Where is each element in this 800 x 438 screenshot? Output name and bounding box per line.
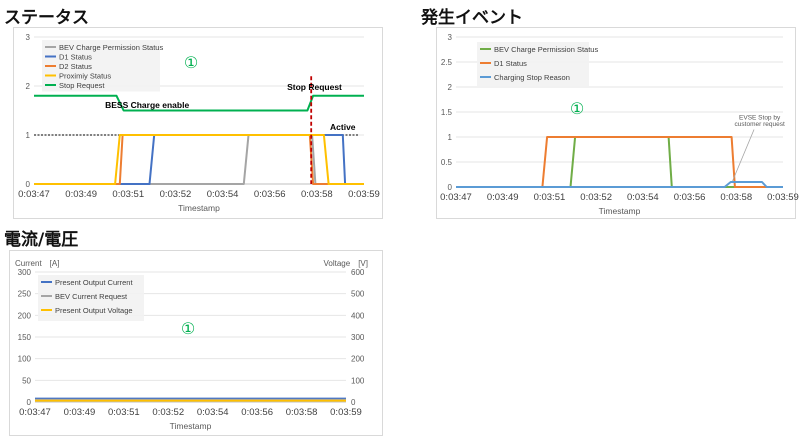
section-title-status: ステータス	[4, 8, 89, 28]
legend-entry: D1 Status	[494, 59, 527, 68]
events-chart: 0 0.5 1 1.5 2 2.5 3 0:03:47 0:03:49 0:03:51 0:03:5…	[440, 33, 799, 216]
x-tick-label: 0:03:49	[65, 189, 97, 200]
legend-box	[38, 275, 144, 321]
legend-entry: Present Output Current	[55, 278, 133, 287]
y-tick-label: 0	[27, 398, 32, 407]
x-tick-label: 0:03:59	[348, 189, 380, 200]
annotation-label: BESS Charge enable	[105, 100, 189, 110]
x-axis-title: Timestamp	[170, 421, 212, 431]
section-title-events: 発生イベント	[421, 8, 523, 28]
y-tick-label: 200	[18, 311, 32, 320]
y-tick-label: 250	[18, 290, 32, 299]
legend-entry: Proximiy Status	[59, 72, 111, 81]
y2-tick-label: 200	[351, 355, 365, 364]
annotation-label: EVSE Stop by	[739, 115, 781, 122]
x-tick-label: 0:03:51	[112, 189, 144, 200]
y2-axis-title: Voltage [V]	[324, 259, 368, 268]
y-tick-label: 3	[448, 33, 453, 42]
x-tick-label: 0:03:47	[18, 189, 50, 200]
x-tick-label: 0:03:56	[674, 192, 706, 203]
x-tick-label: 0:03:47	[440, 192, 472, 203]
status-chart-panel: 0 1 2 3 0:03:47 0:03:49 0:03:51 0:03:52 0:03:54 0…	[13, 27, 383, 219]
x-axis-title: Timestamp	[599, 206, 641, 216]
y-tick-label: 2	[448, 83, 453, 92]
y-tick-label: 100	[18, 355, 32, 364]
annotation-label: Stop Request	[287, 82, 342, 92]
legend-entry: D1 Status	[59, 53, 92, 62]
x-tick-label: 0:03:52	[152, 407, 184, 418]
x-tick-label: 0:03:59	[767, 192, 799, 203]
y2-tick-label: 0	[351, 398, 356, 407]
section-title-current-voltage: 電流/電圧	[4, 230, 79, 250]
y-tick-label: 0	[26, 180, 31, 189]
legend-entry: BEV Current Request	[55, 292, 128, 301]
x-tick-label: 0:03:49	[487, 192, 519, 203]
y2-tick-label: 300	[351, 333, 365, 342]
x-tick-label: 0:03:56	[254, 189, 286, 200]
y-tick-label: 1.5	[441, 108, 453, 117]
legend: Present Output Current BEV Current Reques…	[38, 275, 144, 321]
y-tick-label: 1	[448, 133, 453, 142]
x-tick-label: 0:03:54	[197, 407, 229, 418]
annotation-label: Active	[330, 122, 356, 132]
y2-tick-label: 400	[351, 311, 365, 320]
legend-entry: Present Output Voltage	[55, 306, 133, 315]
x-tick-label: 0:03:56	[241, 407, 273, 418]
x-tick-label: 0:03:51	[108, 407, 140, 418]
legend-entry: D2 Status	[59, 62, 92, 71]
current-voltage-chart: 0 50 100 150 200 250 300 0 100 200 300 400 500 600 0:0…	[15, 259, 368, 431]
y2-tick-label: 500	[351, 290, 365, 299]
circled-marker: ①	[570, 101, 584, 118]
series-line-charging-stop-reason	[456, 181, 783, 188]
x-tick-label: 0:03:58	[301, 189, 333, 200]
y-tick-label: 3	[26, 33, 31, 42]
y-axis-title: Current [A]	[15, 259, 59, 268]
x-tick-label: 0:03:47	[19, 407, 51, 418]
y-tick-label: 1	[26, 131, 31, 140]
y2-tick-label: 100	[351, 376, 365, 385]
y-tick-label: 300	[18, 268, 32, 277]
series-line-proximiy-status	[34, 134, 364, 185]
legend-entry: Stop Request	[59, 81, 105, 90]
current-voltage-chart-panel: 0 50 100 150 200 250 300 0 100 200 300 400 500 600 0:0…	[9, 250, 383, 436]
x-tick-label: 0:03:52	[160, 189, 192, 200]
annotation-leader-line	[732, 129, 755, 182]
y-tick-label: 150	[18, 333, 32, 342]
series-line-stop-request	[34, 94, 364, 112]
y2-tick-label: 600	[351, 268, 365, 277]
status-chart: 0 1 2 3 0:03:47 0:03:49 0:03:51 0:03:52 0:03:54 0…	[18, 33, 380, 213]
circled-marker: ①	[184, 55, 198, 72]
y-tick-label: 2.5	[441, 58, 453, 67]
y-tick-label: 0.5	[441, 158, 453, 167]
y-tick-label: 0	[448, 183, 453, 192]
y-tick-label: 50	[22, 376, 31, 385]
x-tick-label: 0:03:51	[534, 192, 566, 203]
legend: BEV Charge Permission Status D1 Status Cha…	[477, 42, 598, 88]
y-tick-label: 2	[26, 82, 31, 91]
annotation-label: customer request	[735, 121, 785, 128]
x-tick-label: 0:03:49	[64, 407, 96, 418]
legend-entry: BEV Charge Permission Status	[494, 45, 598, 54]
x-tick-label: 0:03:58	[286, 407, 318, 418]
x-tick-label: 0:03:54	[207, 189, 239, 200]
series-line-bev-charge-permission-status	[34, 134, 364, 185]
legend-box	[477, 42, 589, 88]
x-tick-label: 0:03:59	[330, 407, 362, 418]
legend-entry: BEV Charge Permission Status	[59, 43, 163, 52]
events-chart-panel: 0 0.5 1 1.5 2 2.5 3 0:03:47 0:03:49 0:03:51 0:03:5…	[436, 27, 799, 219]
circled-marker: ①	[181, 321, 195, 338]
x-tick-label: 0:03:54	[627, 192, 659, 203]
x-tick-label: 0:03:52	[580, 192, 612, 203]
legend-entry: Charging Stop Reason	[494, 73, 570, 82]
legend-box	[42, 40, 160, 92]
x-tick-label: 0:03:58	[720, 192, 752, 203]
x-axis-title: Timestamp	[178, 203, 220, 213]
